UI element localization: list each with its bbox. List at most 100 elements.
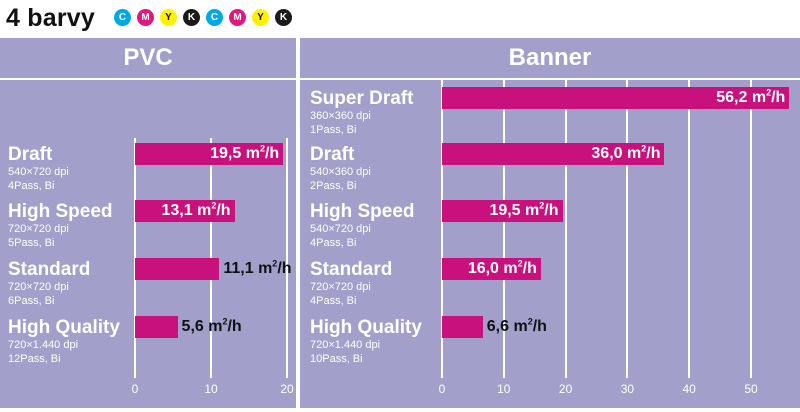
bar-unit-exponent: 2: [272, 258, 278, 269]
mode-resolution: 540×360 dpi: [310, 166, 371, 178]
bar-unit-exponent: 2: [517, 258, 523, 269]
bar-value: 11,1: [223, 260, 259, 277]
x-tick-label: 10: [204, 382, 218, 396]
bar-unit-suffix: /h: [771, 89, 786, 106]
bar-unit-exponent: 2: [766, 87, 772, 98]
x-tick-label: 20: [558, 382, 573, 396]
bar: [442, 87, 790, 109]
bar: [442, 200, 563, 222]
bar-value: 36,0: [591, 145, 627, 162]
bar-unit: m: [258, 260, 273, 277]
chart-panel-banner: Banner 0 10 20 30 40 50 Super Draft 360×360 dpi…: [300, 38, 800, 408]
mode-resolution: 720×1.440 dpi: [8, 339, 79, 351]
bar-value-label: 19,5 m2/h: [210, 143, 280, 163]
bar: [442, 316, 483, 338]
bar-value-label: 36,0 m2/h: [591, 143, 661, 163]
mode-resolution: 720×1.440 dpi: [310, 339, 381, 351]
bar: [442, 143, 665, 165]
chart-title: Banner: [508, 44, 592, 71]
ink-m-icon: M: [229, 9, 246, 26]
bar-value: 6,6: [486, 318, 514, 335]
grid-line: [626, 80, 629, 378]
x-tick-label: 50: [744, 382, 758, 396]
x-tick-label: 0: [131, 382, 139, 396]
mode-passes: 10Pass, Bi: [310, 353, 363, 365]
ink-y-icon: Y: [252, 9, 269, 26]
chart-panel-pvc: PVC 0 10 20 Draft 540×720 dpi 4Pass, Bi 19,5 m…: [0, 38, 296, 408]
bar-value: 16,0: [467, 260, 504, 277]
mode-resolution: 720×720 dpi: [8, 281, 69, 293]
bar-unit-exponent: 2: [527, 316, 533, 327]
grid-line: [688, 80, 691, 378]
ink-c-icon: C: [114, 9, 131, 26]
mode-passes: 4Pass, Bi: [8, 180, 55, 192]
mode-name: High Quality: [8, 317, 120, 338]
bar: [135, 143, 284, 165]
bar-unit-suffix: /h: [216, 202, 231, 219]
mode-resolution: 360×360 dpi: [310, 110, 371, 122]
bar-value-label: 6,6 m2/h: [486, 316, 547, 336]
bar: [135, 316, 178, 338]
grid-line: [502, 80, 505, 378]
mode-passes: 4Pass, Bi: [310, 295, 357, 307]
mode-name: High Speed: [8, 201, 113, 222]
grid-line: [286, 138, 288, 378]
bar-unit-exponent: 2: [222, 316, 228, 327]
mode-passes: 2Pass, Bi: [310, 180, 357, 192]
mode-name: Super Draft: [310, 88, 414, 109]
mode-passes: 5Pass, Bi: [8, 237, 55, 249]
bar-unit-suffix: /h: [646, 145, 661, 162]
mode-name: Draft: [310, 144, 355, 165]
title-divider: [0, 78, 296, 80]
mode-name: Standard: [310, 259, 393, 280]
mode-resolution: 540×720 dpi: [8, 166, 69, 178]
bar-unit: m: [245, 145, 260, 162]
mode-name: High Quality: [310, 317, 422, 338]
x-tick-label: 10: [497, 382, 511, 396]
bar-unit: m: [513, 318, 528, 335]
ink-m-icon: M: [137, 9, 154, 26]
ink-y-icon: Y: [160, 9, 177, 26]
mode-name: High Speed: [310, 201, 415, 222]
ink-c-icon: C: [206, 9, 223, 26]
bar-value: 56,2: [716, 89, 752, 106]
ink-k-icon: K: [275, 9, 292, 26]
x-tick-label: 40: [682, 382, 696, 396]
bar-unit-suffix: /h: [264, 145, 280, 162]
bar-value: 13,1: [161, 202, 198, 219]
bar-unit-exponent: 2: [211, 200, 217, 211]
bar-value-label: 13,1 m2/h: [161, 200, 231, 220]
mode-resolution: 540×720 dpi: [310, 223, 371, 235]
bar-unit: m: [197, 202, 212, 219]
bar-value: 5,6: [181, 318, 209, 335]
mode-passes: 6Pass, Bi: [8, 295, 55, 307]
bar-value: 19,5: [489, 202, 526, 219]
mode-passes: 4Pass, Bi: [310, 237, 357, 249]
mode-name: Standard: [8, 259, 91, 280]
bar-value-label: 56,2 m2/h: [716, 87, 786, 107]
bar-unit-exponent: 2: [641, 143, 647, 154]
bar-unit: m: [627, 145, 642, 162]
grid-line: [750, 80, 752, 378]
bar: [135, 200, 235, 222]
bar: [135, 258, 220, 280]
mode-name: Draft: [8, 144, 53, 165]
bar-unit-exponent: 2: [539, 200, 545, 211]
bar-unit-suffix: /h: [532, 318, 547, 335]
bar-value-label: 19,5 m2/h: [489, 200, 559, 220]
ink-k-icon: K: [183, 9, 200, 26]
bar-unit: m: [503, 260, 518, 277]
mode-resolution: 720×720 dpi: [8, 223, 69, 235]
bar-unit: m: [525, 202, 540, 219]
bar-unit-suffix: /h: [277, 260, 292, 277]
bar-unit: m: [751, 89, 767, 106]
bar: [442, 258, 541, 280]
chart-title: PVC: [123, 44, 173, 71]
bar-unit-suffix: /h: [227, 318, 242, 335]
mode-resolution: 720×720 dpi: [310, 281, 371, 293]
bar-unit-suffix: /h: [544, 202, 559, 219]
bar-value-label: 16,0 m2/h: [467, 258, 537, 278]
bar-unit-exponent: 2: [259, 143, 265, 154]
bar-unit-suffix: /h: [522, 260, 537, 277]
